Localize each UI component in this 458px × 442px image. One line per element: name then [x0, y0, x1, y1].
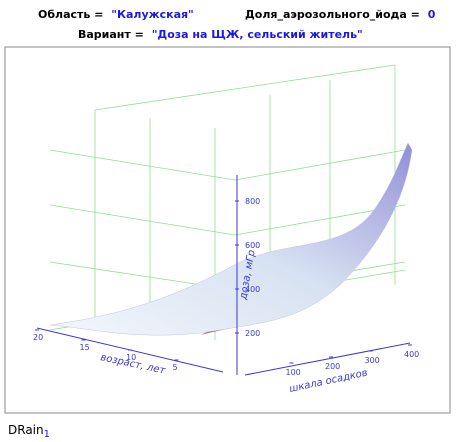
footer-subscript: 1 — [44, 429, 50, 440]
iodine-value: 0 — [428, 8, 436, 21]
iodine-label: Доля_аэрозольного_йода = — [245, 8, 420, 21]
tick-label: 600 — [245, 241, 260, 250]
tick-label: 400 — [404, 350, 419, 359]
surface — [49, 142, 413, 336]
tick-label: 200 — [325, 362, 340, 371]
header-line-1: Область = "Калужская" Доля_аэрозольного_… — [38, 8, 436, 21]
tick-label: 10 — [126, 353, 136, 362]
header-line-2: Вариант = "Доза на ЩЖ, сельский житель" — [78, 28, 363, 41]
tick-label: 200 — [245, 329, 260, 338]
variant-label: Вариант = — [78, 28, 144, 41]
footer: DRain1 — [8, 423, 50, 440]
region-label: Область = — [38, 8, 103, 21]
tick-label: 5 — [173, 363, 178, 372]
tick-label: 100 — [286, 368, 301, 377]
x-axis — [244, 342, 411, 376]
variant-value: "Доза на ЩЖ, сельский житель" — [152, 28, 363, 41]
footer-name: DRain — [8, 423, 44, 437]
tick-label: 800 — [245, 197, 260, 206]
tick-label: 400 — [245, 285, 260, 294]
tick-label: 300 — [365, 356, 380, 365]
tick-label: 20 — [33, 333, 43, 342]
tick-label: 15 — [80, 343, 90, 352]
region-value: "Калужская" — [111, 8, 194, 21]
